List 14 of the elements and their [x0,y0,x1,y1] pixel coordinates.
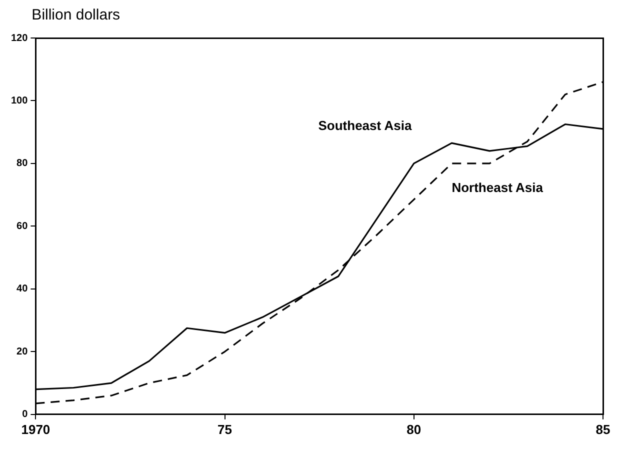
y-axis-title: Billion dollars [32,6,120,24]
x-tick-label: 75 [218,422,232,437]
y-tick-label: 80 [16,158,28,170]
x-tick-label: 80 [406,422,422,437]
y-tick-label: 120 [10,32,28,44]
y-tick-label: 0 [22,409,28,420]
y-tick-label: 20 [16,346,28,358]
y-tick-label: 100 [10,95,28,106]
text: Southeast Asia [318,118,412,133]
x-tick-label: 1970 [21,422,50,437]
series-label: Northeast Asia [452,180,544,196]
x-tick-label: 85 [596,422,610,437]
y-tick-label: 40 [16,284,28,295]
y-tick-label: 60 [16,220,28,232]
